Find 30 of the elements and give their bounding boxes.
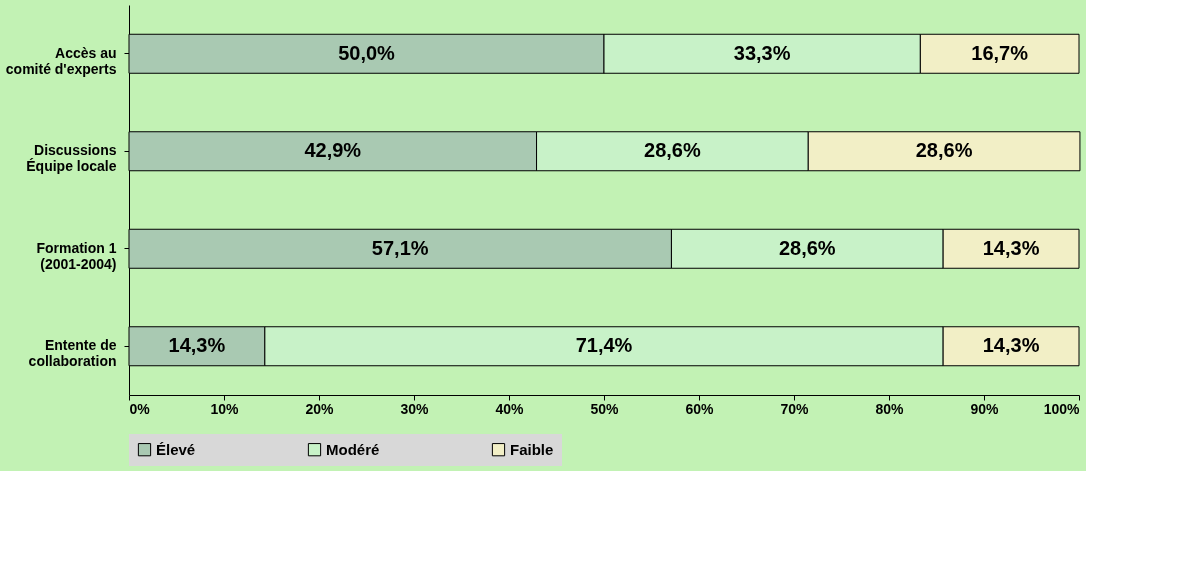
x-tick-label: 10% [210, 400, 240, 417]
legend-label: Élevé [156, 440, 196, 458]
y-tick-label: Entente de collaboration [28, 337, 117, 370]
data-label: 28,6% [778, 236, 836, 259]
data-label: 42,9% [304, 139, 362, 162]
x-tick-label: 50% [590, 400, 620, 417]
x-tick-label: 80% [875, 400, 905, 417]
data-label: 14,3% [982, 236, 1040, 259]
data-label: 14,3% [982, 334, 1040, 357]
x-tick-label: 0% [129, 400, 151, 417]
y-tick-label: Accès au comité d'experts [5, 44, 117, 77]
x-tick-label: 40% [495, 400, 525, 417]
x-tick-label: 30% [400, 400, 430, 417]
x-tick-label: 70% [780, 400, 810, 417]
legend-label: Faible [510, 440, 554, 458]
data-label: 71,4% [575, 334, 633, 357]
legend-label: Modéré [326, 440, 380, 458]
y-tick-label: Discussions Équipe locale [26, 142, 117, 175]
x-tick-label: 20% [305, 400, 335, 417]
y-tick-label: Formation 1 (2001-2004) [36, 239, 117, 272]
data-label: 28,6% [915, 139, 973, 162]
data-label: 57,1% [371, 236, 429, 259]
data-label: 50,0% [338, 41, 396, 64]
data-label: 14,3% [168, 334, 226, 357]
data-label: 28,6% [644, 139, 701, 162]
data-label: 16,7% [971, 41, 1029, 64]
x-tick-label: 90% [970, 400, 1000, 417]
x-tick-label: 60% [685, 400, 715, 417]
data-label: 33,3% [733, 41, 791, 64]
x-tick-label: 100% [1043, 400, 1081, 417]
